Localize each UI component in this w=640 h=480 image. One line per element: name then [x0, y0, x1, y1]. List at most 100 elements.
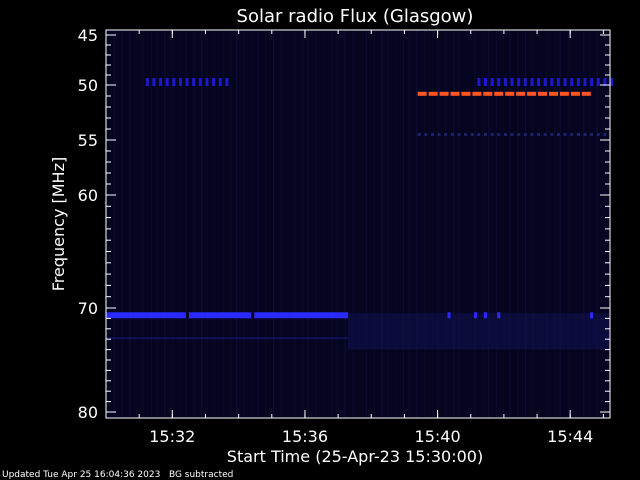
x-tick-label: 15:40 [415, 427, 461, 446]
band-51MHz-strong-dash [559, 91, 569, 96]
signal-blip [474, 312, 478, 319]
band-50MHz-late-dash [537, 78, 541, 86]
band-50MHz-early-dash [225, 78, 229, 86]
band-54.5MHz-faint-dash [497, 133, 501, 136]
band-50MHz-early-dash [198, 78, 202, 86]
noise-streak [315, 30, 317, 418]
band-54.5MHz-faint-dash [556, 133, 560, 136]
noise-streak [482, 30, 484, 418]
noise-streak [524, 30, 527, 418]
noise-streak [214, 30, 216, 418]
band-50MHz-early-dash [185, 78, 189, 86]
noise-streak [150, 30, 153, 418]
noise-streak [554, 30, 556, 418]
noise-streak [567, 30, 569, 418]
band-50MHz-early-dash [145, 78, 149, 86]
band-70.7MHz [106, 312, 349, 319]
band-50MHz-late-dash [570, 78, 574, 86]
band-51MHz-strong-dash [472, 91, 482, 96]
band-51MHz-strong-dash [417, 91, 427, 96]
band-50MHz-early-dash [152, 78, 156, 86]
band-50MHz-late-dash [556, 78, 560, 86]
noise-streak [358, 30, 360, 418]
signal-blip [484, 312, 487, 319]
band-50MHz-late-dash [543, 78, 547, 86]
band-51MHz-strong-dash [505, 91, 515, 96]
y-axis-label: Frequency [MHz] [49, 157, 68, 291]
noise-streak [257, 30, 259, 418]
band-54.5MHz-faint-dash [603, 133, 607, 136]
noise-streak [487, 30, 490, 418]
band-50MHz-late-dash [530, 78, 534, 86]
signal-blip [497, 312, 501, 319]
noise-streak [453, 30, 455, 418]
updated-timestamp: Updated Tue Apr 25 16:04:36 2023 [2, 470, 161, 480]
band-50MHz-late-dash [563, 78, 567, 86]
band-51MHz-strong-dash [548, 91, 558, 96]
band-50MHz-late-dash [510, 78, 514, 86]
plot-frame [105, 29, 611, 419]
noise-streak [129, 30, 131, 418]
noise-streak [294, 30, 296, 418]
x-tick-label: 15:44 [547, 427, 593, 446]
noise-streak [206, 30, 208, 418]
noise-streak [121, 30, 123, 418]
noise-streak [517, 30, 519, 418]
noise-streak [222, 30, 224, 418]
noise-streak [331, 30, 333, 418]
band-54.5MHz-faint-dash [430, 133, 434, 136]
band-51MHz-strong-dash [439, 91, 449, 96]
band-50MHz-late-dash [517, 78, 521, 86]
band-54.5MHz-faint-dash [417, 133, 421, 136]
y-tick-label: 50 [78, 76, 98, 95]
band-50MHz-early-dash [165, 78, 169, 86]
band-51MHz-strong-dash [461, 91, 471, 96]
noise-streak [474, 30, 476, 418]
x-axis-label: Start Time (25-Apr-23 15:30:00) [227, 447, 483, 466]
bg-subtracted-note: BG subtracted [168, 470, 234, 480]
band-50MHz-late-dash [550, 78, 554, 86]
noise-streak [230, 30, 232, 418]
noise-streak [532, 30, 534, 418]
noise-streak [272, 30, 275, 418]
noise-streak [235, 30, 238, 418]
y-tick-label: 70 [78, 299, 98, 318]
band-54.5MHz-faint-dash [444, 133, 448, 136]
band-54.5MHz-faint-dash [424, 133, 428, 136]
band-50MHz-late-dash [503, 78, 507, 86]
faint-band [106, 337, 349, 340]
band-50MHz-early-dash [192, 78, 196, 86]
band-54.5MHz-faint-dash [510, 133, 514, 136]
noise-streak [352, 30, 354, 418]
noise-streak [431, 30, 434, 418]
x-tick-label: 15:32 [149, 427, 195, 446]
y-tick-label: 45 [78, 26, 98, 45]
noise-streak [193, 30, 195, 418]
band-50MHz-late-dash [490, 78, 494, 86]
band-gap [185, 312, 189, 319]
band-54.5MHz-faint-dash [550, 133, 554, 136]
y-tick-label: 80 [78, 403, 98, 422]
band-54.5MHz-faint-dash [503, 133, 507, 136]
band-54.5MHz-faint-dash [450, 133, 454, 136]
noise-streak [408, 30, 410, 418]
y-tick-label: 55 [78, 131, 98, 150]
band-51MHz-strong-dash [483, 91, 493, 96]
band-50MHz-early-dash [212, 78, 216, 86]
noise-streak [503, 30, 505, 418]
noise-streak [201, 30, 203, 418]
band-54.5MHz-faint-dash [590, 133, 594, 136]
noise-streak [458, 30, 460, 418]
noise-streak [344, 30, 346, 418]
band-50MHz-early-dash [159, 78, 163, 86]
noise-streak [445, 30, 447, 418]
y-tick-label: 60 [78, 186, 98, 205]
noise-streak [509, 30, 511, 418]
band-50MHz-early-dash [218, 78, 222, 86]
band-51MHz-strong-dash [428, 91, 438, 96]
spectrogram-marks [106, 30, 613, 418]
band-54.5MHz-faint-dash [537, 133, 541, 136]
band-51MHz-strong-dash [450, 91, 460, 96]
noise-streak [394, 30, 397, 418]
